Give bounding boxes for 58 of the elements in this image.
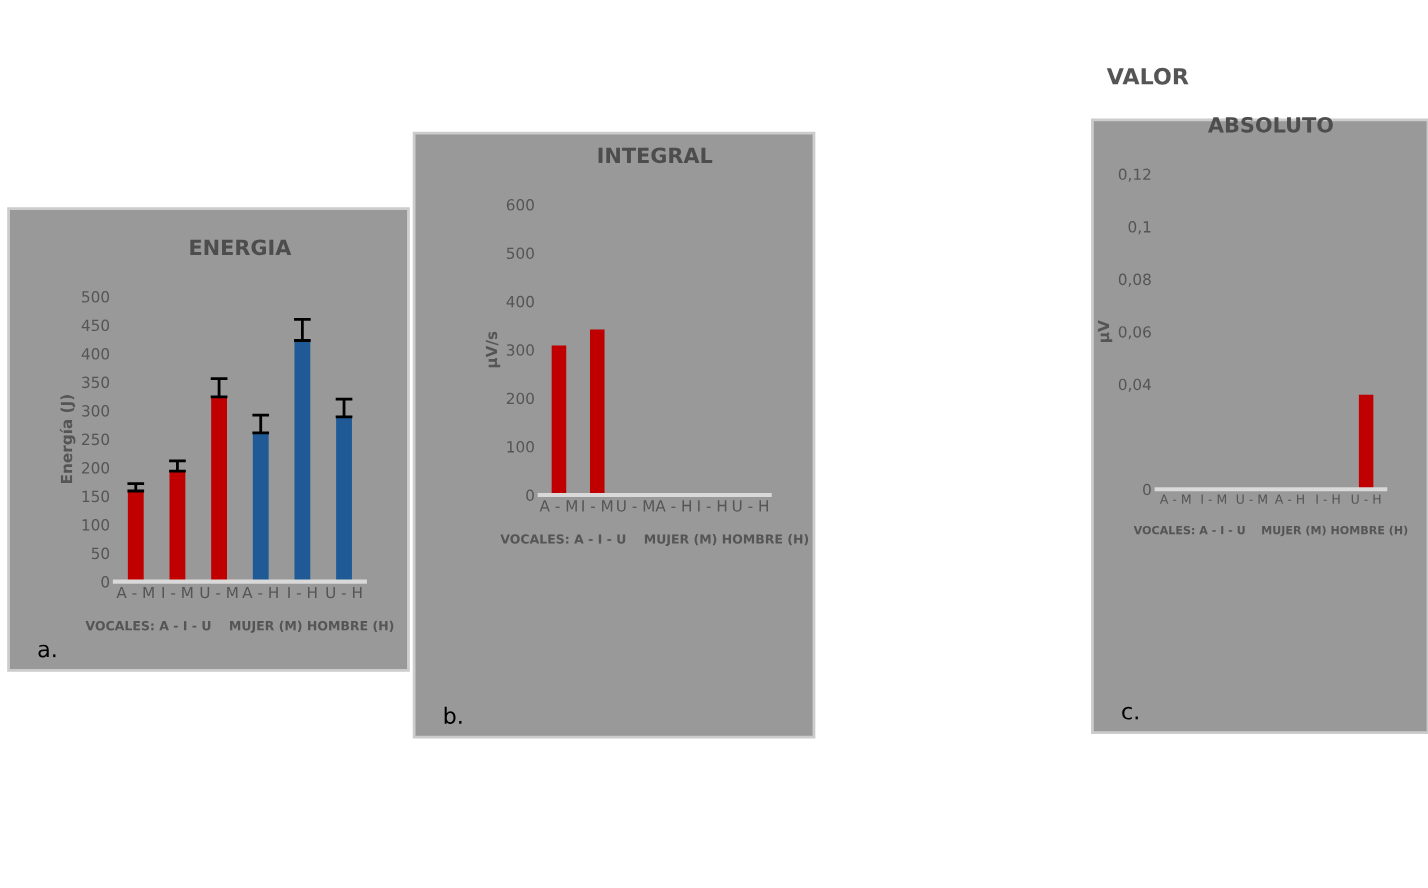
x-tick-label: U - H bbox=[326, 586, 362, 599]
text: a. bbox=[38, 644, 56, 658]
y-axis-title: µV/s bbox=[485, 331, 501, 368]
chart-title: INTEGRAL bbox=[598, 147, 713, 164]
y-tick-label: 0,1 bbox=[1128, 221, 1151, 235]
text: VALOR bbox=[1106, 67, 1189, 85]
x-tick-label: U - M bbox=[617, 500, 654, 512]
x-tick-label: A - M bbox=[539, 500, 577, 512]
y-tick-label: 0,06 bbox=[1118, 326, 1151, 340]
x-tick-label: I - M bbox=[582, 500, 613, 512]
x-tick-label: U - H bbox=[1351, 494, 1381, 504]
chart-title: ENERGIA bbox=[190, 239, 292, 256]
y-tick-label: 500 bbox=[506, 247, 534, 260]
x-tick-label: U - M bbox=[1236, 494, 1267, 504]
bar bbox=[169, 471, 186, 582]
text: c. bbox=[1122, 706, 1138, 720]
x-tick-label: A - H bbox=[242, 586, 278, 599]
y-tick-label: 200 bbox=[82, 462, 110, 474]
y-tick-label: 50 bbox=[91, 547, 110, 560]
y-axis-title: Energía (J) bbox=[59, 395, 76, 484]
y-tick-label: 400 bbox=[81, 348, 110, 360]
y-tick-label: 450 bbox=[81, 319, 110, 332]
y-tick-label: 300 bbox=[82, 405, 110, 417]
y-tick-label: 300 bbox=[506, 344, 534, 356]
x-tick-label: U - M bbox=[200, 586, 238, 599]
y-tick-label: 350 bbox=[82, 376, 110, 389]
y-tick-label: 200 bbox=[506, 392, 534, 405]
y-tick-label: 100 bbox=[82, 519, 110, 531]
x-tick-label: A - H bbox=[1274, 494, 1304, 504]
y-tick-label: 250 bbox=[82, 433, 110, 446]
y-tick-label: 500 bbox=[82, 291, 110, 303]
y-tick-label: 0 bbox=[526, 489, 534, 501]
x-axis-title: VOCALES: A - I - U MUJER (M) HOMBRE (H) bbox=[1133, 525, 1408, 537]
x-tick-label: U - H bbox=[732, 500, 768, 512]
y-tick-label: 600 bbox=[506, 199, 534, 211]
bar bbox=[252, 432, 269, 582]
bar bbox=[211, 396, 227, 582]
y-tick-label: 400 bbox=[506, 295, 534, 308]
x-tick-label: A - H bbox=[655, 500, 691, 512]
bar bbox=[336, 416, 352, 582]
y-tick-label: 0 bbox=[1143, 483, 1151, 496]
x-axis-title: VOCALES: A - I - U MUJER (M) HOMBRE (H) bbox=[500, 534, 809, 547]
y-tick-label: 0,04 bbox=[1118, 378, 1151, 392]
y-tick-label: 0 bbox=[101, 576, 110, 588]
y-tick-label: 100 bbox=[507, 441, 534, 453]
y-tick-label: 0,12 bbox=[1118, 168, 1151, 182]
bar bbox=[294, 340, 311, 582]
x-tick-label: I - H bbox=[698, 500, 727, 512]
bar bbox=[127, 490, 144, 582]
chart-title: ABSOLUTO bbox=[1207, 116, 1333, 133]
x-tick-label: A - M bbox=[1159, 494, 1191, 504]
x-tick-label: A - M bbox=[116, 586, 154, 599]
x-axis-title: VOCALES: A - I - U MUJER (M) HOMBRE (H) bbox=[85, 620, 394, 633]
y-tick-label: 150 bbox=[82, 490, 110, 503]
y-axis-title: µV bbox=[1097, 320, 1113, 342]
text: b. bbox=[444, 706, 462, 725]
y-tick-label: 0,08 bbox=[1118, 273, 1151, 287]
x-tick-label: I - M bbox=[162, 586, 193, 599]
